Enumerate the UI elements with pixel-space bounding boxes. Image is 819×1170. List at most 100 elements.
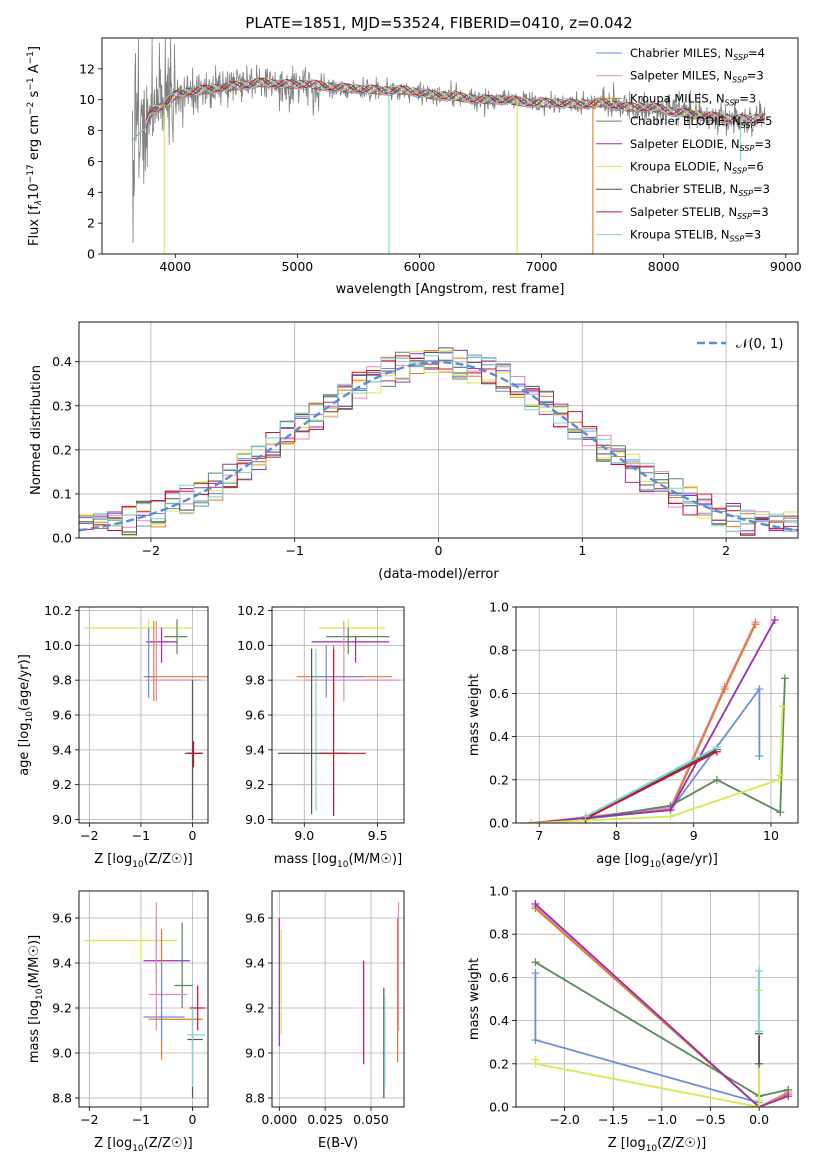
y-label-part: erg cm (27, 115, 42, 164)
series-line (585, 686, 761, 820)
plot-area (278, 902, 400, 1098)
legend-text: Chabrier STELIB, N (630, 182, 738, 196)
axis-label-main: age [log (596, 852, 649, 867)
legend-text: Salpeter ELODIE, N (630, 137, 740, 151)
model-spectrum (132, 77, 765, 141)
plot-area (79, 347, 798, 536)
axis-label-tail: (Z/Z☉)] (144, 852, 193, 867)
mass-vs-Z-panel: −2 −1 08.89.09.29.49.6Z [log10(Z/Z☉)]mass … (27, 890, 209, 1154)
x-tick-label: −0.5 (695, 1112, 725, 1127)
legend-text: Kroupa MILES, N (630, 91, 725, 105)
plot-area (84, 902, 206, 1098)
x-tick-label: −2.0 (549, 1112, 579, 1127)
series-line (531, 623, 757, 823)
axes-frame (515, 606, 799, 824)
legend-sub: SSP (732, 167, 747, 176)
plot-area (84, 619, 208, 820)
axis-label-main: Z [log (94, 1136, 132, 1151)
x-tick-label: 0.025 (307, 1112, 343, 1127)
axis-label-sub: 10 (35, 988, 45, 1000)
series-line (534, 907, 789, 1107)
axis-label-tail: (Z/Z☉)] (144, 1136, 193, 1151)
x-tick-label: 6000 (404, 259, 436, 274)
legend-text: =3 (739, 91, 756, 105)
x-tick-label: 8 (612, 828, 620, 843)
legend-entry: Chabrier MILES, NSSP=4 (630, 46, 765, 62)
legend-entry: Chabrier ELODIE, NSSP=5 (630, 114, 772, 130)
axis-label-sub: 10 (337, 860, 349, 870)
model-spectrum (132, 78, 765, 141)
x-tick-label: −1 (285, 543, 303, 558)
y-tick-label: 9.6 (52, 708, 72, 723)
y-axis-label: Normed distribution (29, 365, 44, 495)
axis-label-main: Z [log (608, 1136, 646, 1151)
legend-text: Salpeter MILES, N (630, 69, 732, 83)
y-tick-label: 0.2 (52, 442, 72, 457)
legend-entry: Kroupa ELODIE, NSSP=6 (630, 160, 764, 176)
y-tick-label: 9.2 (52, 1001, 72, 1016)
axis-label-tail: (Z/Z☉)] (657, 1136, 706, 1151)
x-tick-label: 9.5 (368, 828, 388, 843)
legend-text: Chabrier MILES, N (630, 46, 733, 60)
x-tick-label: 2 (722, 543, 730, 558)
y-tick-label: 9.4 (52, 742, 72, 757)
y-tick-label: 0.1 (52, 486, 72, 501)
axis-label-tail: (age/yr)] (17, 654, 32, 711)
legend-entry: Chabrier STELIB, NSSP=3 (630, 182, 770, 198)
legend-text: Chabrier ELODIE, N (630, 114, 741, 128)
y-tick-label: 1.0 (489, 884, 509, 899)
x-tick-label: 1 (578, 543, 586, 558)
x-tick-label: 0 (189, 828, 197, 843)
x-tick-label: 0.050 (353, 1112, 389, 1127)
y-tick-label: 10.0 (44, 638, 72, 653)
series-marker (531, 958, 540, 967)
y-axis-label: mass weight (467, 674, 482, 756)
residual-histogram-panel: −2 −1 0 1 2 0.0 0.1 0.2 0.3 0.4 (data-model)/error… (29, 321, 799, 582)
series-marker (755, 1027, 764, 1036)
x-tick-label: −1 (132, 828, 150, 843)
series-marker (666, 812, 675, 821)
legend-text: Salpeter STELIB, N (630, 205, 737, 219)
axis-label-main: mass [log (27, 1000, 42, 1063)
series-marker (712, 775, 721, 784)
axes-frame (271, 606, 405, 824)
y-tick-label: 10.2 (237, 603, 265, 618)
y-tick-label: 2 (87, 216, 95, 231)
series-marker (527, 819, 536, 823)
legend-text: =3 (752, 205, 769, 219)
y-tick-label: 9.6 (52, 911, 72, 926)
x-tick-label: 5000 (281, 259, 313, 274)
legend-entry: Salpeter ELODIE, NSSP=3 (630, 137, 771, 153)
y-tick-label: 0.8 (489, 643, 509, 658)
y-tick-label: 9.6 (245, 708, 265, 723)
series-marker (531, 1059, 540, 1068)
legend-sub: SSP (738, 189, 753, 198)
y-label-part: 10 (27, 183, 42, 200)
series-marker (755, 752, 764, 761)
x-tick-label: −2 (80, 828, 98, 843)
series-marker (755, 1059, 764, 1068)
x-tick-label: 0 (189, 1112, 197, 1127)
normal-curve (79, 360, 798, 532)
x-tick-label: 10 (763, 828, 779, 843)
series-marker (776, 808, 785, 817)
axis-label-sub: 10 (132, 860, 144, 870)
x-tick-label: −1.5 (598, 1112, 628, 1127)
y-tick-label: 9.0 (52, 1046, 72, 1061)
y-tick-label: 0.0 (489, 816, 509, 831)
legend-text: =6 (747, 160, 764, 174)
y-tick-label: 6 (87, 154, 95, 169)
axis-label-main: Z [log (94, 852, 132, 867)
y-tick-label: 0.2 (489, 1056, 509, 1071)
series-marker (784, 1092, 793, 1101)
y-tick-label: 9.2 (245, 1001, 265, 1016)
series-marker (581, 812, 590, 821)
legend-sub: SSP (730, 235, 745, 244)
y-tick-label: 9.6 (245, 911, 265, 926)
y-tick-label: 9.4 (245, 742, 265, 757)
legend-entry: 𝒩(0, 1) (736, 337, 783, 352)
legend-text: Kroupa STELIB, N (630, 228, 730, 242)
series-marker (755, 1096, 764, 1105)
